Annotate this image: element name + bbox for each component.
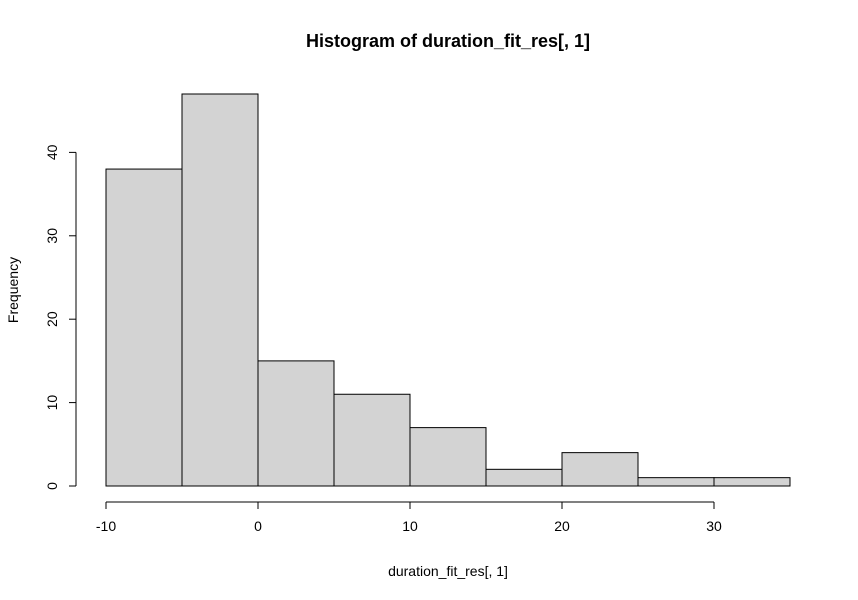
x-axis: -10 0 10 20 30 [96,501,722,534]
histogram-bar [181,93,259,487]
y-tick-label: 10 [44,395,60,411]
histogram-bar [105,168,183,487]
x-tick-label: 20 [554,518,570,534]
y-tick-label: 0 [44,482,60,490]
x-tick-label: 30 [706,518,722,534]
histogram-bar [561,452,639,487]
y-tick-label: 40 [44,144,60,160]
bars-group [105,93,791,487]
y-axis: 0 10 20 30 40 [44,144,77,490]
histogram-bar [637,477,715,487]
x-tick-label: 0 [254,518,262,534]
y-axis-label: Frequency [5,257,21,323]
histogram-bar [485,468,563,487]
histogram-bar [713,477,791,487]
x-tick-label: -10 [96,518,116,534]
y-tick-label: 30 [44,228,60,244]
chart-title: Histogram of duration_fit_res[, 1] [306,31,590,51]
histogram-bar [333,393,411,487]
histogram-bar [409,427,487,487]
x-axis-label: duration_fit_res[, 1] [388,563,508,579]
x-tick-label: 10 [402,518,418,534]
y-tick-label: 20 [44,311,60,327]
histogram-bar [257,360,335,487]
